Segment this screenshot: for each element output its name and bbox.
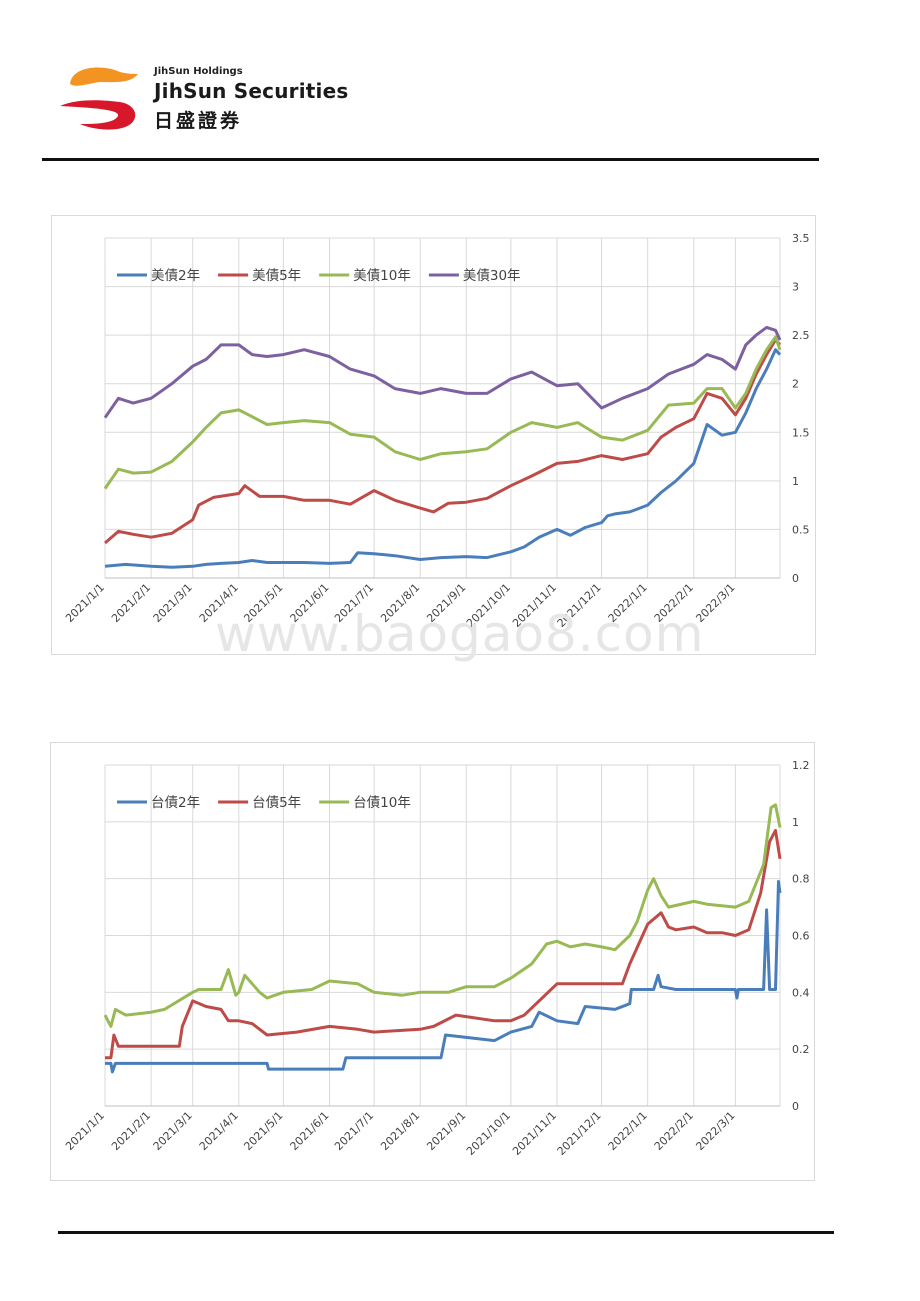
tw-x-tick-0: 2021/1/1 bbox=[63, 1109, 107, 1153]
tw-x-tick-14: 2022/3/1 bbox=[693, 1109, 737, 1153]
tw-y-tick-1: 0.2 bbox=[792, 1043, 810, 1056]
us-x-tick-2: 2021/3/1 bbox=[151, 581, 195, 625]
tw-y-tick-6: 1.2 bbox=[792, 759, 810, 772]
tw-y-tick-2: 0.4 bbox=[792, 986, 810, 999]
us-legend-label-0: 美債2年 bbox=[151, 268, 200, 284]
brand-holdings: JihSun Holdings bbox=[154, 66, 243, 77]
header-divider bbox=[42, 158, 819, 161]
us-y-tick-0: 0 bbox=[792, 572, 799, 585]
company-logo: JihSun Holdings JihSun Securities 日盛證券 bbox=[58, 62, 358, 134]
tw-x-tick-7: 2021/8/1 bbox=[378, 1109, 422, 1153]
watermark: www.baogao8.com bbox=[215, 605, 705, 663]
us-y-tick-3: 1.5 bbox=[792, 426, 810, 439]
us-series-line-1 bbox=[104, 338, 782, 545]
us-x-tick-1: 2021/2/1 bbox=[109, 581, 153, 625]
tw-x-tick-9: 2021/10/1 bbox=[464, 1109, 513, 1158]
us-y-tick-1: 0.5 bbox=[792, 523, 810, 536]
us-legend-label-2: 美債10年 bbox=[353, 268, 411, 284]
us-y-tick-7: 3.5 bbox=[792, 232, 810, 245]
tw-x-tick-4: 2021/5/1 bbox=[241, 1109, 285, 1153]
tw-y-tick-5: 1 bbox=[792, 816, 799, 829]
tw-x-tick-13: 2022/2/1 bbox=[652, 1109, 696, 1153]
tw-series-line-2 bbox=[103, 803, 782, 1028]
tw-legend-label-2: 台債10年 bbox=[353, 795, 411, 811]
tw-y-tick-4: 0.8 bbox=[792, 873, 810, 886]
tw-x-tick-3: 2021/4/1 bbox=[197, 1109, 241, 1153]
tw-series-line-0 bbox=[105, 880, 782, 1074]
us-legend-label-1: 美債5年 bbox=[252, 268, 301, 284]
tw-legend-label-1: 台債5年 bbox=[252, 795, 301, 811]
us-series-line-2 bbox=[103, 335, 782, 490]
us-legend-label-3: 美債30年 bbox=[463, 268, 521, 284]
tw-y-tick-3: 0.6 bbox=[792, 930, 810, 943]
us-y-tick-5: 2.5 bbox=[792, 329, 810, 342]
tw-legend-label-0: 台債2年 bbox=[151, 795, 200, 811]
jihsun-logo-icon bbox=[60, 67, 138, 130]
us-y-tick-6: 3 bbox=[792, 281, 799, 294]
us-treasury-yield-chart: 0 0.5 1 1.5 2 2.5 3 3.5 2021/1/1 2021/2/1 2021/3/1… bbox=[51, 215, 816, 655]
tw-x-tick-12: 2022/1/1 bbox=[606, 1109, 650, 1153]
us-series-line-3 bbox=[103, 325, 782, 419]
tw-series-line-1 bbox=[105, 828, 782, 1060]
tw-x-tick-1: 2021/2/1 bbox=[109, 1109, 153, 1153]
taiwan-bond-yield-plot: 0 0.2 0.4 0.6 0.8 1 1.2 2021/1/1 2021/2/12021/3/… bbox=[63, 759, 810, 1158]
us-y-tick-2: 1 bbox=[792, 475, 799, 488]
tw-x-tick-5: 2021/6/1 bbox=[287, 1109, 331, 1153]
footer-divider bbox=[58, 1231, 834, 1234]
brand-name: JihSun Securities bbox=[154, 79, 349, 103]
us-treasury-yield-plot: 0 0.5 1 1.5 2 2.5 3 3.5 2021/1/1 2021/2/12021/3/1… bbox=[63, 232, 810, 630]
tw-x-tick-11: 2021/12/1 bbox=[555, 1109, 604, 1158]
brand-name-cn: 日盛證券 bbox=[154, 110, 243, 132]
us-x-tick-0: 2021/1/1 bbox=[63, 581, 107, 625]
tw-x-tick-8: 2021/9/1 bbox=[424, 1109, 468, 1153]
tw-x-tick-6: 2021/7/1 bbox=[332, 1109, 376, 1153]
us-series-line-0 bbox=[104, 348, 782, 569]
us-y-tick-4: 2 bbox=[792, 378, 799, 391]
tw-x-tick-10: 2021/11/1 bbox=[510, 1109, 559, 1158]
tw-y-tick-0: 0 bbox=[792, 1100, 799, 1113]
taiwan-bond-yield-chart: 0 0.2 0.4 0.6 0.8 1 1.2 2021/1/1 2021/2/1 2021/3/… bbox=[50, 742, 815, 1181]
tw-x-tick-2: 2021/3/1 bbox=[151, 1109, 195, 1153]
